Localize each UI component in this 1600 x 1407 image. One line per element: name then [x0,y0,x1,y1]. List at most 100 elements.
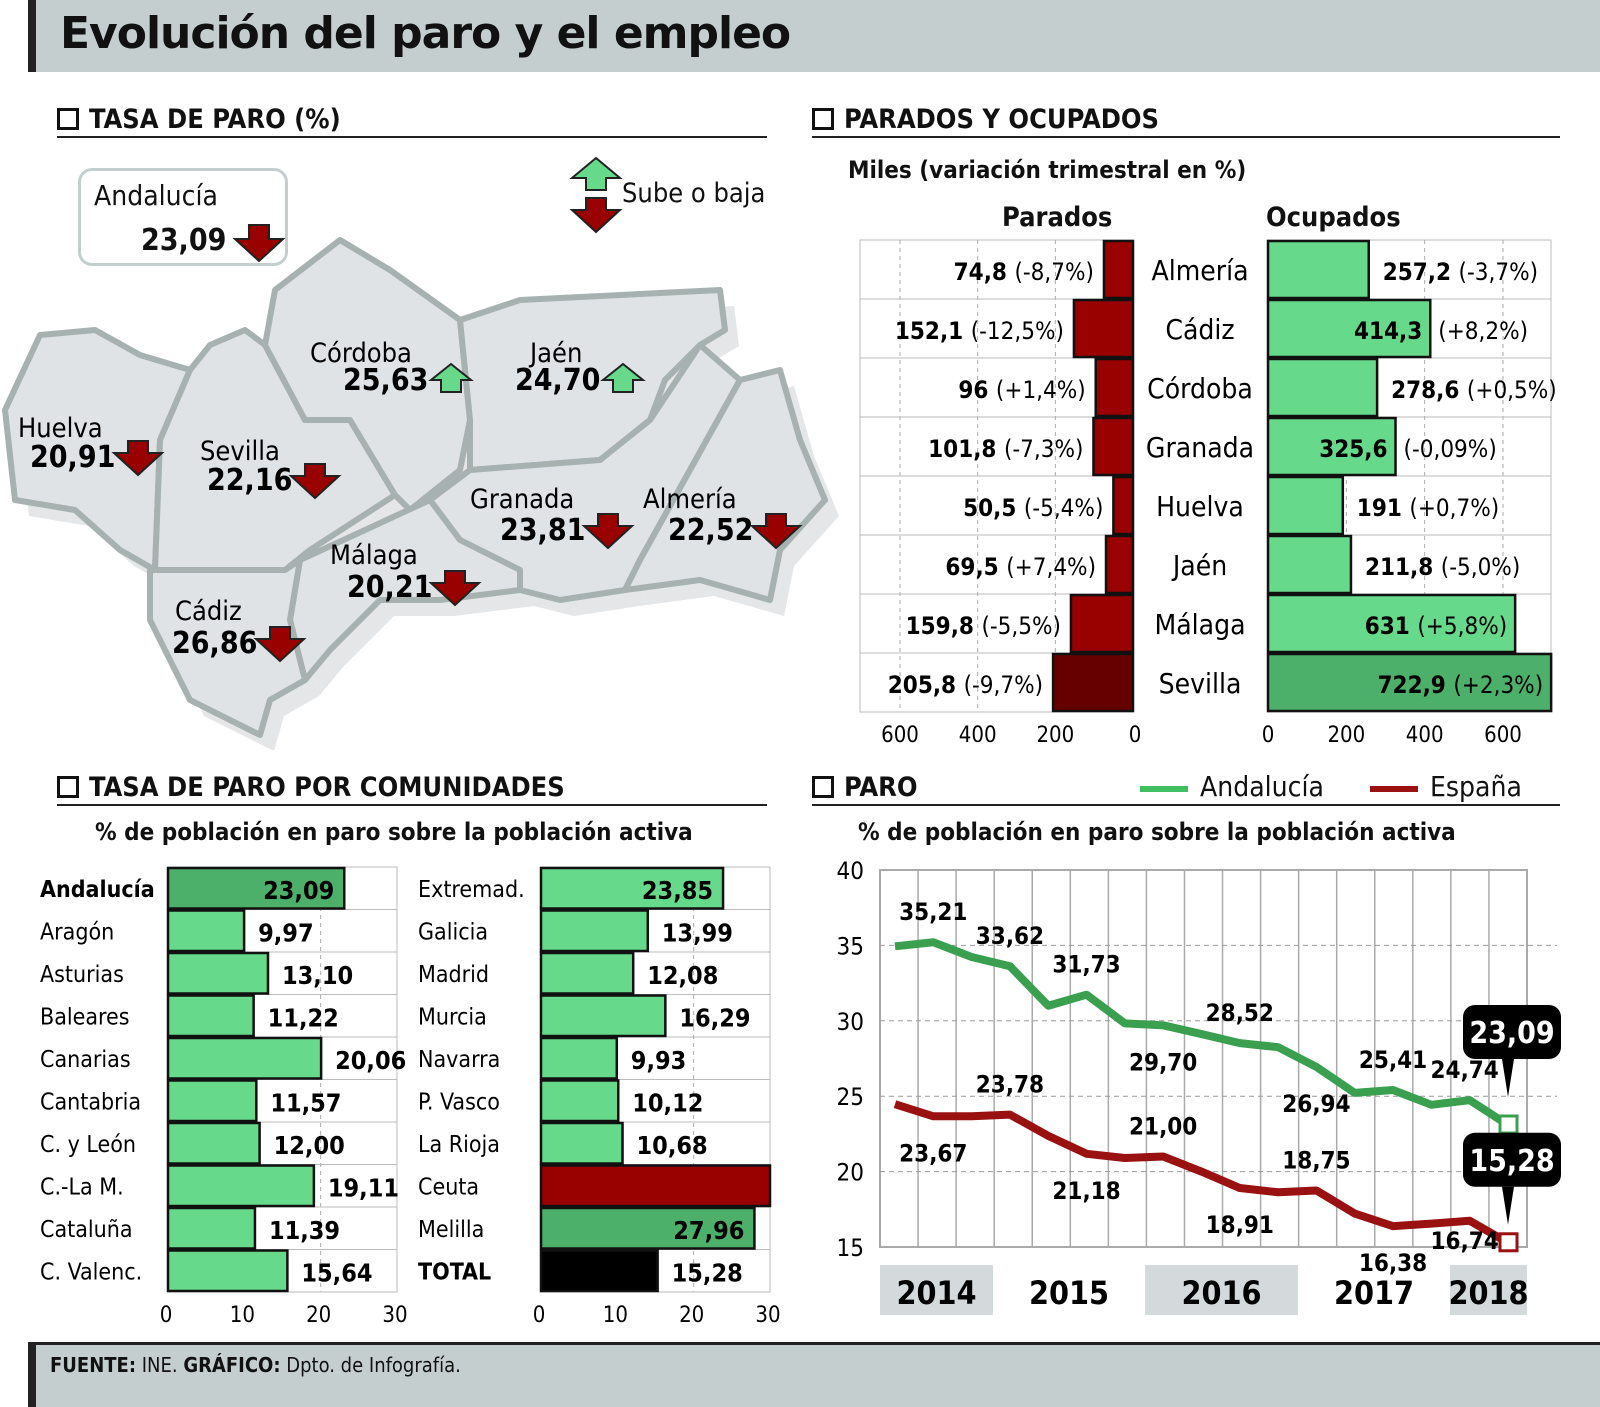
ocupados-bar [1266,298,1432,359]
province-name: Sevilla [200,436,280,467]
x-tick-label: 30 [382,1303,407,1328]
province-name: Jaén [528,338,582,369]
ocupados-data-label: 257,2 (-3,7%) [1383,258,1538,286]
total-value: 23,09 [141,223,227,258]
province-value: 24,70 [515,363,600,398]
x-group-label: 2018 [1448,1274,1528,1312]
x-tick-label: 200 [1327,723,1365,748]
data-label: 16,29 [679,1004,750,1033]
category-label: C.-La M. [40,1175,124,1201]
parados-data-label: 50,5 (-5,4%) [963,494,1103,522]
category-label: C. y León [40,1132,136,1158]
data-label: 20,06 [335,1046,406,1075]
ocupados-data-label: 278,6 (+0,5%) [1391,376,1557,404]
year-band [1145,1265,1298,1315]
bar-c-y-le-n [166,1121,261,1165]
checkbox-icon [57,108,79,130]
footer: FUENTE: INE. GRÁFICO: Dpto. de Infografí… [28,1342,1600,1407]
province-value: 22,52 [668,513,753,548]
bar-murcia [539,994,667,1038]
province-córdoba [262,237,473,513]
x-tick-label: 0 [1262,723,1275,748]
year-band [1450,1265,1527,1315]
province-name: Málaga [330,540,418,571]
legend-swatch-espana [1370,786,1418,792]
legend-andalucia: Andalucía [1200,770,1324,803]
callout-pointer [1502,1186,1514,1225]
parados-bar [1069,593,1135,654]
data-label: 16,74 [1431,1227,1499,1255]
province-value: 22,16 [207,463,292,498]
chart-subtitle: % de población en paro sobre la població… [95,818,693,846]
parados-bar [1051,652,1135,713]
province-name: Córdoba [310,338,412,369]
source: INE. [141,1353,178,1377]
bar-cantabria [166,1079,258,1123]
x-tick-label: 0 [1129,723,1142,748]
parados-data-label: 205,8 (-9,7%) [888,671,1043,699]
province-value: 20,91 [30,440,115,475]
callout-value: 15,28 [1469,1144,1554,1179]
parados-data-label: 152,1 (-12,5%) [895,317,1064,345]
category-label: C. Valenc. [40,1260,142,1286]
bar-p-vasco [539,1079,620,1123]
x-group-label: 2016 [1181,1274,1261,1312]
province-value: 26,86 [172,626,257,661]
data-label: 24,74 [1431,1056,1499,1084]
ocupados-bar [1266,534,1353,595]
data-label: 23,85 [642,876,713,905]
ocupados-bar [1266,652,1553,713]
x-tick-label: 0 [160,1303,173,1328]
category-label: Málaga [1154,608,1245,641]
data-label: 13,10 [282,961,353,990]
ocupados-bar [1266,593,1517,654]
bar-melilla [539,1206,756,1250]
data-label: 23,78 [976,1071,1044,1099]
data-label: 12,08 [647,961,718,990]
x-tick-label: 400 [959,723,997,748]
data-label: 26,94 [1282,1090,1350,1118]
bar-canarias [166,1036,323,1080]
y-tick-label: 25 [837,1083,864,1111]
ocupados-bar [1266,239,1370,300]
source-label: FUENTE: [50,1353,137,1377]
x-group-label: 2017 [1334,1274,1414,1312]
data-label: 12,00 [274,1131,345,1160]
category-label: P. Vasco [418,1090,500,1116]
data-label: 10,68 [637,1131,708,1160]
parados-bar [1104,534,1135,595]
bar-c-la-m- [166,1164,316,1208]
category-label: Madrid [418,962,489,988]
last-point-marker [1498,1232,1519,1253]
title-bar: Evolución del paro y el empleo [28,0,1600,72]
province-value: 25,63 [343,363,428,398]
ocupados-data-label: 211,8 (-5,0%) [1365,553,1520,581]
bar-total [539,1249,659,1293]
category-label: Huelva [1156,490,1244,523]
last-point-marker [1498,1114,1519,1135]
x-tick-label: 600 [881,723,919,748]
data-label: 13,99 [662,919,733,948]
category-label: Granada [1146,431,1254,464]
x-tick-label: 200 [1036,723,1074,748]
up-down-legend-icon [569,156,623,234]
category-label: Almería [1151,254,1248,287]
ocupados-label: Ocupados [1266,202,1401,233]
data-label: 9,97 [258,919,314,948]
chart-subtitle: % de población en paro sobre la població… [858,818,1456,846]
ocupados-bar [1266,416,1397,477]
total-name: Andalucía [94,179,218,212]
plot-area [879,869,1528,1248]
x-tick-label: 30 [755,1303,780,1328]
data-label: 33,62 [976,922,1044,950]
ocupados-bar [1266,357,1379,418]
x-tick-label: 400 [1406,723,1444,748]
year-band [880,1265,993,1315]
category-label: Baleares [40,1005,130,1031]
section-title: TASA DE PARO POR COMUNIDADES [89,771,565,803]
arrow-down-icon [581,513,635,550]
x-tick-label: 0 [533,1303,546,1328]
callout-box [1463,1132,1561,1187]
province-name: Almería [643,484,737,515]
parados-data-label: 96 (+1,4%) [958,376,1085,404]
